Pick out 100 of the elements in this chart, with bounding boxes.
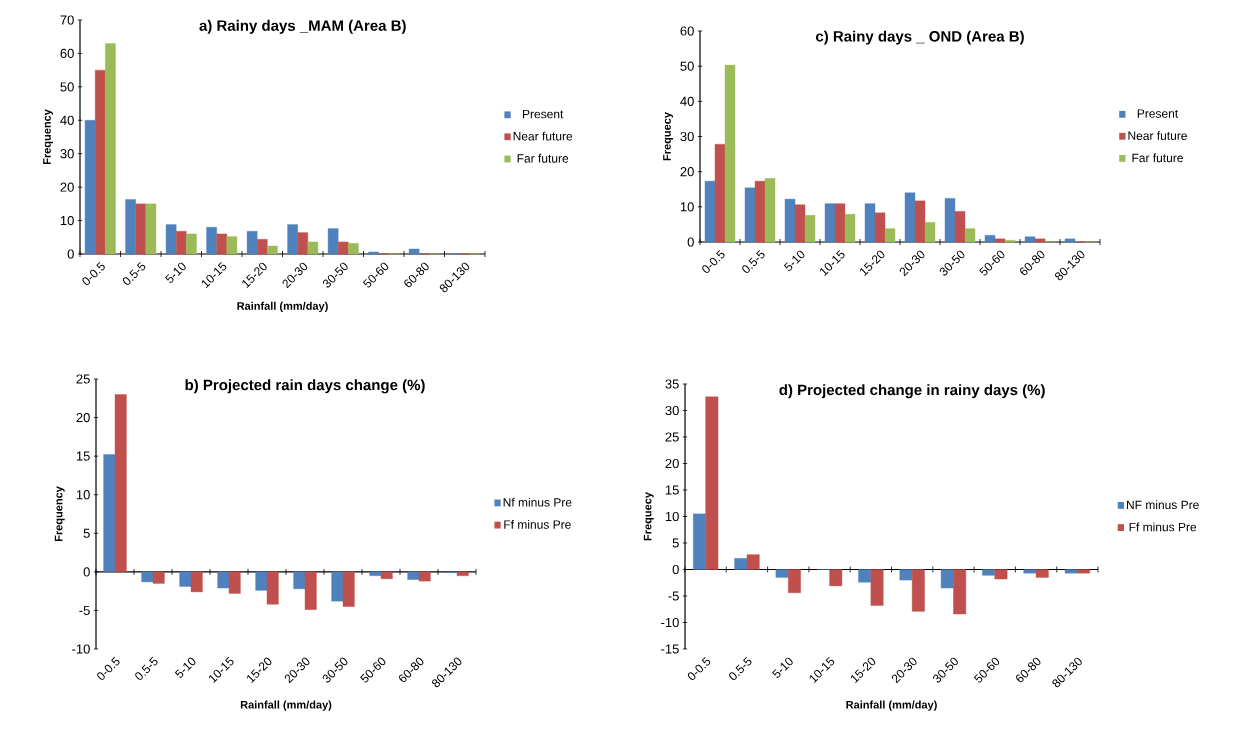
legend-label: Near future (513, 131, 573, 141)
bar (904, 192, 916, 243)
bar (984, 235, 996, 243)
bar (884, 228, 896, 243)
bar (84, 120, 96, 255)
y-tick-label: 20 (680, 167, 694, 177)
bar (744, 187, 756, 243)
bar (788, 569, 801, 594)
bar (911, 569, 925, 612)
y-tick-label: 10 (680, 202, 694, 212)
bar (994, 569, 1008, 580)
bar (103, 454, 116, 573)
y-tick-label: 0 (672, 564, 679, 575)
bar (368, 251, 379, 255)
legend-label: Far future (1132, 153, 1183, 163)
y-tick-label: 60 (680, 26, 694, 36)
bar (255, 571, 268, 591)
bar (304, 571, 317, 610)
y-tick-label: 40 (680, 96, 694, 106)
y-tick-label: 70 (60, 15, 74, 25)
bar (179, 571, 192, 587)
bar (206, 227, 217, 255)
y-tick-label: 25 (665, 432, 679, 442)
y-tick-label: 5 (83, 528, 90, 538)
bar (714, 144, 726, 243)
legend-label: Present (1137, 109, 1179, 118)
y-tick-label: 30 (665, 405, 679, 416)
y-tick-label: 30 (680, 131, 694, 142)
bar (456, 571, 469, 576)
bar (746, 554, 760, 570)
y-tick-label: -5 (79, 605, 90, 615)
y-tick-label: 10 (60, 215, 74, 226)
bar (834, 203, 846, 243)
bar (1034, 238, 1046, 243)
bar (940, 569, 954, 589)
bar (804, 215, 816, 243)
bar (864, 203, 876, 243)
legend-label: Near future (1128, 131, 1187, 140)
x-axis-title: Rainfall (mm/day) (846, 700, 937, 711)
legend-label: Present (522, 109, 564, 119)
bar (246, 231, 258, 255)
bar (408, 248, 420, 255)
bar (369, 571, 382, 576)
y-axis-title: Frequecy (643, 492, 654, 541)
bar (348, 243, 359, 255)
bar (217, 571, 230, 589)
y-tick-label: 0 (67, 249, 74, 259)
y-tick-label: 25 (76, 374, 90, 384)
y-tick-label: -10 (661, 617, 679, 628)
y-tick-label: 35 (665, 379, 679, 389)
bar (307, 241, 319, 255)
bar (141, 571, 154, 583)
y-tick-label: 30 (60, 149, 74, 159)
y-tick-label: 20 (76, 412, 90, 423)
bar (693, 513, 706, 570)
y-tick-label: 15 (76, 451, 90, 461)
bar (407, 571, 420, 580)
bar (724, 64, 736, 243)
bar (953, 569, 967, 615)
bar (186, 233, 197, 255)
legend-label: Ff minus Pre (1129, 522, 1197, 532)
bar (994, 238, 1006, 243)
bar (327, 228, 339, 255)
bar (145, 203, 157, 255)
bar (914, 200, 926, 243)
legend-label: NF minus Pre (1126, 500, 1199, 510)
bar (216, 233, 228, 255)
bar (287, 224, 298, 255)
bar (94, 69, 106, 255)
y-tick-label: 20 (60, 182, 74, 192)
y-tick-label: 5 (672, 538, 679, 548)
y-tick-label: 50 (680, 61, 694, 71)
y-tick-label: 20 (665, 458, 679, 469)
bar (1064, 238, 1076, 243)
y-tick-label: 0 (687, 237, 694, 247)
y-tick-label: 10 (665, 511, 679, 522)
y-tick-label: 50 (60, 82, 74, 92)
bar (944, 198, 956, 243)
y-tick-label: -5 (668, 591, 679, 601)
bar (824, 203, 836, 243)
bar (342, 571, 355, 607)
legend-label: Nf minus Pre (503, 497, 572, 507)
y-tick-label: 10 (76, 490, 90, 500)
legend-label: Ff minus Pre (504, 520, 571, 529)
bar (190, 571, 203, 593)
bar (135, 203, 147, 255)
bar (899, 569, 913, 581)
bar (226, 236, 238, 255)
bar (266, 571, 279, 605)
bar (982, 569, 995, 576)
y-tick-label: 40 (60, 115, 74, 125)
bar (704, 180, 716, 243)
bar (705, 396, 719, 570)
bar (380, 571, 393, 579)
bar (293, 571, 306, 590)
bar (1024, 236, 1036, 243)
bar (175, 231, 187, 255)
bar (764, 178, 776, 243)
bar (829, 569, 843, 587)
y-tick-label: 0 (83, 567, 90, 577)
